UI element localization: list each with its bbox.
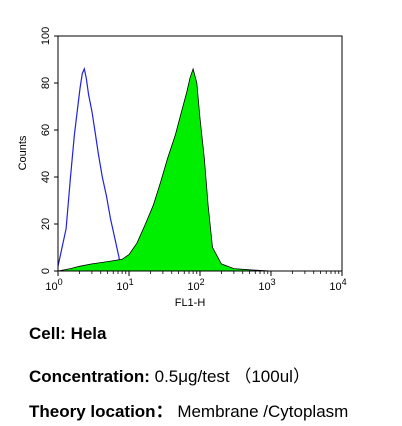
- theory-location-value: Membrane /Cytoplasm: [177, 402, 349, 421]
- y-tick-label: 40: [40, 171, 52, 183]
- x-tick-label: 101: [116, 277, 133, 293]
- tick-layer: 0 20 40 60 80 100 100 101 102 103 104: [40, 27, 347, 293]
- y-tick-label: 20: [40, 218, 52, 230]
- theory-location-caption: Theory location： Membrane /Cytoplasm: [29, 397, 348, 422]
- cell-label: Cell:: [29, 324, 66, 343]
- x-tick-label: 103: [258, 277, 275, 293]
- control-histogram-0: [57, 66, 122, 272]
- y-tick-label: 80: [40, 77, 52, 89]
- y-tick-label: 60: [40, 124, 52, 136]
- cell-value: Hela: [70, 324, 107, 343]
- concentration-caption: Concentration: 0.5μg/test （100ul）: [29, 362, 310, 387]
- x-axis-title: FL1-H: [175, 297, 206, 309]
- concentration-label: Concentration:: [29, 367, 150, 386]
- cell-caption: Cell: Hela: [29, 324, 107, 344]
- flow-histogram-chart: 0 20 40 60 80 100 100 101 102 103 104 Counts FL1-H: [17, 27, 347, 309]
- x-tick-label: 104: [329, 277, 346, 293]
- x-tick-label: 100: [45, 277, 62, 293]
- filled-histogram-1: [57, 67, 342, 272]
- y-tick-label: 100: [40, 27, 52, 45]
- y-tick-label: 0: [40, 268, 52, 274]
- theory-location-label: Theory location：: [29, 402, 173, 421]
- series-layer: [57, 66, 342, 272]
- concentration-value: 0.5μg/test （100ul）: [154, 367, 310, 386]
- y-axis-title: Counts: [17, 135, 29, 170]
- x-tick-label: 102: [187, 277, 204, 293]
